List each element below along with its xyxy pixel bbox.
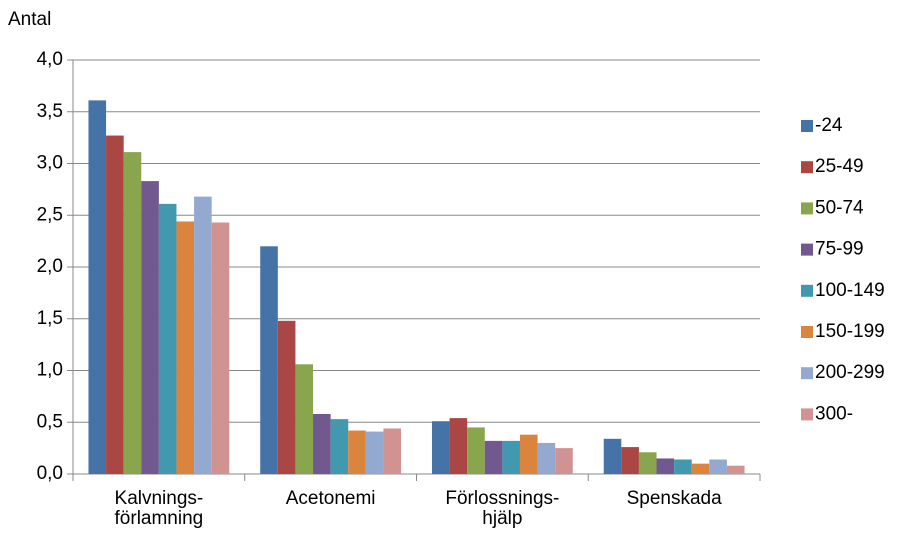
bar <box>260 246 278 474</box>
bar <box>194 196 212 474</box>
bar <box>656 458 675 474</box>
bar <box>313 413 331 474</box>
legend-swatch <box>801 202 813 215</box>
bar <box>211 222 230 474</box>
legend-swatch <box>801 367 813 380</box>
bar <box>348 430 366 474</box>
bar <box>555 448 573 474</box>
bar <box>123 152 142 475</box>
legend-swatch <box>801 408 813 421</box>
y-tick-label: 3,5 <box>37 101 63 122</box>
y-tick-label: 0,0 <box>37 463 63 484</box>
legend-label: 100-149 <box>815 280 885 301</box>
bar <box>519 434 538 474</box>
bar <box>106 135 124 474</box>
legend-label: 75-99 <box>815 239 864 260</box>
legend-swatch <box>801 120 813 132</box>
bar <box>691 463 710 474</box>
y-axis-label: Antal <box>8 9 51 30</box>
legend-label: -24 <box>815 115 843 136</box>
y-tick-label: 0,5 <box>37 411 63 432</box>
legend-swatch <box>801 284 813 297</box>
bar <box>603 438 622 474</box>
bar <box>88 100 107 475</box>
bar <box>537 442 556 474</box>
legend-label: 200-299 <box>815 362 885 383</box>
x-tick-label: Förlossnings- hjälp <box>445 488 560 529</box>
y-tick-label: 2,5 <box>37 204 63 225</box>
bar <box>674 459 692 474</box>
bar <box>365 431 384 474</box>
bar <box>330 419 349 474</box>
bar <box>431 421 450 474</box>
bar <box>467 427 485 474</box>
bar <box>277 320 296 474</box>
x-tick-label: Spenskada <box>626 488 722 509</box>
bar <box>158 203 177 475</box>
legend-label: 150-199 <box>815 321 885 342</box>
bar <box>449 418 468 474</box>
bar <box>383 428 402 474</box>
legend-swatch <box>801 243 813 256</box>
y-tick-label: 4,0 <box>37 49 63 70</box>
bar <box>484 440 503 474</box>
legend-swatch <box>801 161 813 174</box>
bar <box>502 440 520 474</box>
legend-label: 300- <box>815 403 853 424</box>
x-tick-label: Kalvnings- förlamning <box>114 488 204 529</box>
bar <box>295 364 314 474</box>
legend-label: 25-49 <box>815 156 864 177</box>
bar <box>621 447 639 474</box>
bar <box>141 181 159 474</box>
x-tick-label: Acetonemi <box>285 488 376 509</box>
legend-label: 50-74 <box>815 197 864 218</box>
bar <box>176 221 195 474</box>
y-tick-label: 1,5 <box>37 308 63 329</box>
y-tick-label: 3,0 <box>37 153 63 174</box>
y-tick-label: 1,0 <box>37 360 63 381</box>
legend-swatch <box>801 326 813 338</box>
bar <box>638 452 657 474</box>
bar <box>726 465 745 474</box>
y-tick-label: 2,0 <box>37 256 63 277</box>
bar <box>709 459 727 474</box>
